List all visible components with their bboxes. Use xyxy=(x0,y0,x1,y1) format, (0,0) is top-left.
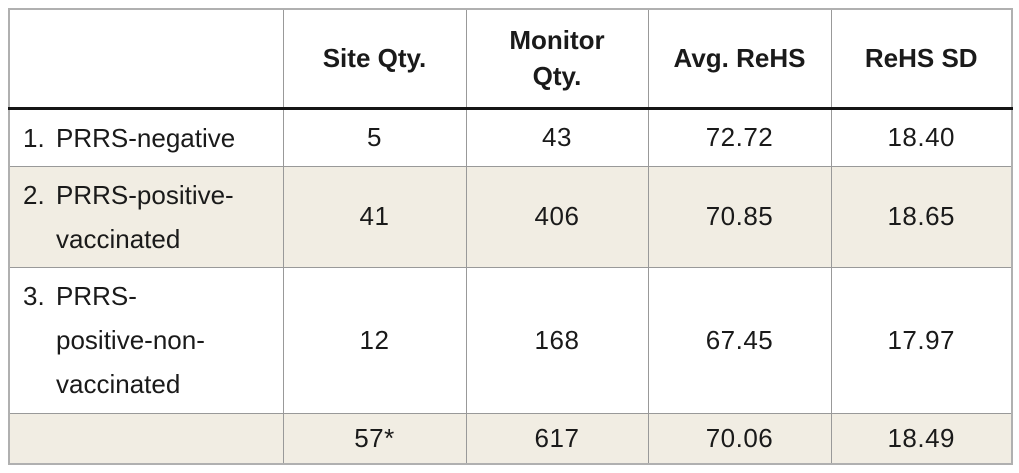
row-label-cell xyxy=(8,412,284,465)
monitor-qty-total: 617 xyxy=(465,412,649,465)
row-label: PRRS-negative xyxy=(56,122,236,153)
site-qty-value: 41 xyxy=(282,165,467,268)
header-monitor-qty: Monitor Qty. xyxy=(465,8,649,110)
row-label-cell: 2. PRRS-positive- vaccinated xyxy=(8,165,284,268)
table-row-prrs-negative: 1. PRRS-negative 5 43 72.72 18.40 xyxy=(8,107,1013,167)
rehs-sd-total: 18.49 xyxy=(830,412,1013,465)
row-number: 2. xyxy=(23,179,45,210)
monitor-qty-value: 406 xyxy=(465,165,649,268)
rehs-sd-value: 18.40 xyxy=(830,107,1013,167)
row-label: PRRS-positive- vaccinated xyxy=(56,179,234,254)
header-empty xyxy=(8,8,284,110)
header-rehs-sd: ReHS SD xyxy=(830,8,1013,110)
avg-rehs-value: 67.45 xyxy=(647,266,832,414)
rehs-sd-value: 18.65 xyxy=(830,165,1013,268)
table-row-prrs-positive-vaccinated: 2. PRRS-positive- vaccinated 41 406 70.8… xyxy=(8,165,1013,268)
row-number: 1. xyxy=(23,122,45,153)
site-qty-total: 57* xyxy=(282,412,467,465)
table-row-totals: 57* 617 70.06 18.49 xyxy=(8,412,1013,465)
header-row: Site Qty. Monitor Qty. Avg. ReHS ReHS SD xyxy=(8,8,1013,110)
avg-rehs-total: 70.06 xyxy=(647,412,832,465)
monitor-qty-value: 43 xyxy=(465,107,649,167)
header-avg-rehs: Avg. ReHS xyxy=(647,8,832,110)
row-label-cell: 1. PRRS-negative xyxy=(8,107,284,167)
avg-rehs-value: 70.85 xyxy=(647,165,832,268)
monitor-qty-value: 168 xyxy=(465,266,649,414)
rehs-summary-table: Site Qty. Monitor Qty. Avg. ReHS ReHS SD… xyxy=(8,8,1013,465)
table-row-prrs-positive-non-vaccinated: 3. PRRS- positive-non- vaccinated 12 168… xyxy=(8,266,1013,414)
row-number: 3. xyxy=(23,281,45,311)
rehs-sd-value: 17.97 xyxy=(830,266,1013,414)
header-site-qty: Site Qty. xyxy=(282,8,467,110)
avg-rehs-value: 72.72 xyxy=(647,107,832,167)
row-label-cell: 3. PRRS- positive-non- vaccinated xyxy=(8,266,284,414)
site-qty-value: 12 xyxy=(282,266,467,414)
row-label: PRRS- positive-non- vaccinated xyxy=(56,281,205,399)
site-qty-value: 5 xyxy=(282,107,467,167)
